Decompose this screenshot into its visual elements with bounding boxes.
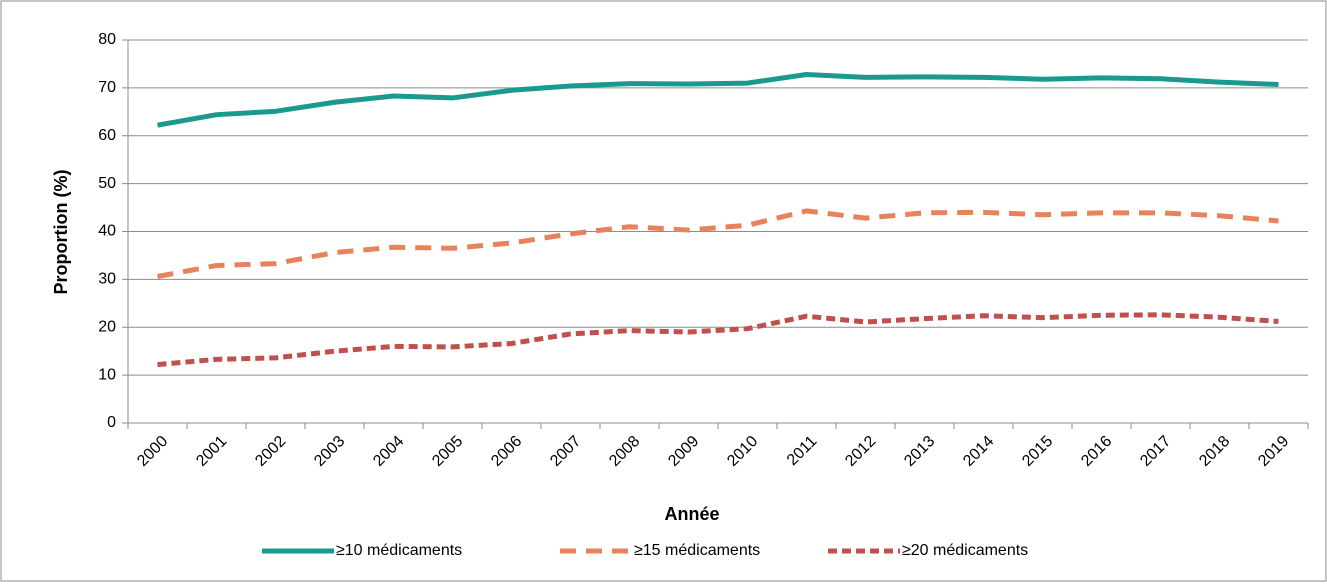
legend-label: ≥20 médicaments <box>902 542 1028 559</box>
legend-label: ≥10 médicaments <box>336 542 462 559</box>
y-tick-label: 30 <box>98 271 116 288</box>
y-tick-label: 70 <box>98 79 116 96</box>
series-line <box>157 312 1279 368</box>
series-line <box>157 208 1279 279</box>
y-tick-label: 40 <box>98 223 116 240</box>
y-tick-label: 50 <box>98 175 116 192</box>
y-tick-label: 20 <box>98 318 116 335</box>
y-axis-label: Proportion (%) <box>51 170 71 295</box>
y-tick-label: 10 <box>98 366 116 383</box>
legend-label: ≥15 médicaments <box>634 542 760 559</box>
series-line <box>157 71 1279 128</box>
y-tick-label: 60 <box>98 127 116 144</box>
y-tick-label: 0 <box>107 414 116 431</box>
y-tick-label: 80 <box>98 31 116 48</box>
x-axis-label: Année <box>664 504 719 524</box>
